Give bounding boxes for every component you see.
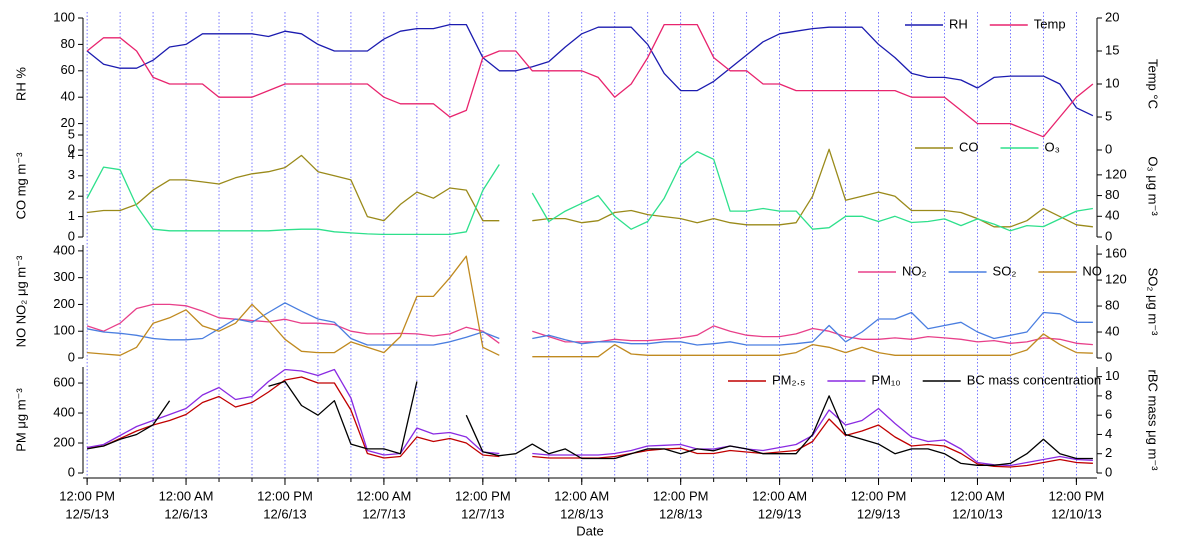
y-tick-label: 400: [53, 404, 75, 419]
x-tick-label: 12:00 AM: [554, 488, 609, 503]
legend-label: Temp: [1034, 16, 1066, 31]
y2-tick-label: 80: [1105, 187, 1119, 202]
x-axis-label: Date: [576, 523, 603, 538]
x-tick-label: 12:00 PM: [455, 488, 511, 503]
y-tick-label: 100: [53, 9, 75, 24]
x-tick-label: 12:00 AM: [159, 488, 214, 503]
y-tick-label: 5: [68, 126, 75, 141]
y2-tick-label: 4: [1105, 426, 1112, 441]
x-tick-label: 12:00 PM: [257, 488, 313, 503]
x-tick-sublabel: 12/9/13: [758, 506, 801, 521]
legend-label: NO₂: [902, 263, 927, 278]
legend-label: SO₂: [993, 263, 1017, 278]
y-tick-label: 60: [61, 62, 75, 77]
series-line: [86, 302, 1093, 346]
x-tick-label: 12:00 AM: [752, 488, 807, 503]
y2-tick-label: 0: [1105, 228, 1112, 243]
legend-label: PM₁₀: [871, 372, 900, 387]
series-line: [86, 23, 1094, 138]
x-tick-sublabel: 12/6/13: [263, 506, 306, 521]
legend-label: CO: [959, 139, 979, 154]
y2-tick-label: 120: [1105, 272, 1127, 287]
x-tick-sublabel: 12/6/13: [164, 506, 207, 521]
x-tick-label: 12:00 PM: [851, 488, 907, 503]
series-line: [87, 376, 1093, 468]
y-tick-label: 0: [68, 349, 75, 364]
y-axis-label: RH %: [13, 67, 28, 101]
y2-tick-label: 2: [1105, 445, 1112, 460]
y-tick-label: 0: [68, 141, 75, 156]
x-tick-sublabel: 12/5/13: [65, 506, 108, 521]
x-tick-sublabel: 12/7/13: [461, 506, 504, 521]
y-tick-label: 3: [68, 167, 75, 182]
x-tick-sublabel: 12/9/13: [857, 506, 900, 521]
series-line: [87, 148, 1093, 228]
y2-tick-label: 6: [1105, 407, 1112, 422]
y-tick-label: 400: [53, 242, 75, 257]
y2-tick-label: 15: [1105, 42, 1119, 57]
y-tick-label: 0: [68, 464, 75, 479]
legend-label: PM₂.₅: [772, 372, 805, 387]
y2-tick-label: 120: [1105, 166, 1127, 181]
x-tick-label: 12:00 PM: [1049, 488, 1105, 503]
y2-tick-label: 20: [1105, 9, 1119, 24]
series-line: [86, 368, 1093, 467]
y-tick-label: 4: [68, 147, 75, 162]
y2-tick-label: 40: [1105, 208, 1119, 223]
y2-axis-label: rBC mass μg m⁻³: [1146, 369, 1161, 471]
y2-tick-label: 80: [1105, 297, 1119, 312]
series-line: [86, 303, 1093, 346]
y2-axis-label: SO₂ μg m⁻³: [1146, 268, 1161, 336]
x-tick-label: 12:00 AM: [356, 488, 411, 503]
y-tick-label: 600: [53, 374, 75, 389]
y2-tick-label: 0: [1105, 349, 1112, 364]
y2-tick-label: 5: [1105, 108, 1112, 123]
x-tick-sublabel: 12/10/13: [1051, 506, 1102, 521]
y-tick-label: 100: [53, 323, 75, 338]
x-tick-label: 12:00 AM: [950, 488, 1005, 503]
y-axis-label: NO NO₂ μg m⁻³: [13, 255, 28, 347]
x-tick-sublabel: 12/10/13: [952, 506, 1003, 521]
legend-label: O₃: [1045, 139, 1060, 154]
y-tick-label: 200: [53, 434, 75, 449]
y2-tick-label: 160: [1105, 246, 1127, 261]
y-tick-label: 20: [61, 115, 75, 130]
x-tick-sublabel: 12/8/13: [560, 506, 603, 521]
x-tick-label: 12:00 PM: [59, 488, 115, 503]
legend-label: RH: [949, 16, 968, 31]
y2-axis-label: Temp °C: [1146, 59, 1161, 109]
y2-tick-label: 10: [1105, 75, 1119, 90]
x-tick-sublabel: 12/8/13: [659, 506, 702, 521]
x-tick-sublabel: 12/7/13: [362, 506, 405, 521]
y-tick-label: 1: [68, 208, 75, 223]
y-tick-label: 200: [53, 296, 75, 311]
y2-tick-label: 0: [1105, 464, 1112, 479]
series-line: [86, 150, 1094, 236]
legend-label: BC mass concentration: [967, 372, 1101, 387]
y2-tick-label: 10: [1105, 368, 1119, 383]
y-tick-label: 2: [68, 188, 75, 203]
y2-axis-label: O₃ μg m⁻³: [1146, 156, 1161, 216]
series-line: [86, 23, 1094, 117]
y-tick-label: 300: [53, 269, 75, 284]
legend-label: NO: [1082, 263, 1102, 278]
series-line: [87, 255, 1093, 358]
y-axis-label: PM μg m⁻³: [13, 388, 28, 452]
y-tick-label: 0: [68, 228, 75, 243]
y2-tick-label: 8: [1105, 387, 1112, 402]
series-line: [86, 380, 1093, 466]
y2-tick-label: 0: [1105, 141, 1112, 156]
y2-tick-label: 40: [1105, 323, 1119, 338]
x-tick-label: 12:00 PM: [653, 488, 709, 503]
y-tick-label: 80: [61, 36, 75, 51]
y-tick-label: 40: [61, 89, 75, 104]
y-axis-label: CO mg m⁻³: [13, 152, 28, 219]
